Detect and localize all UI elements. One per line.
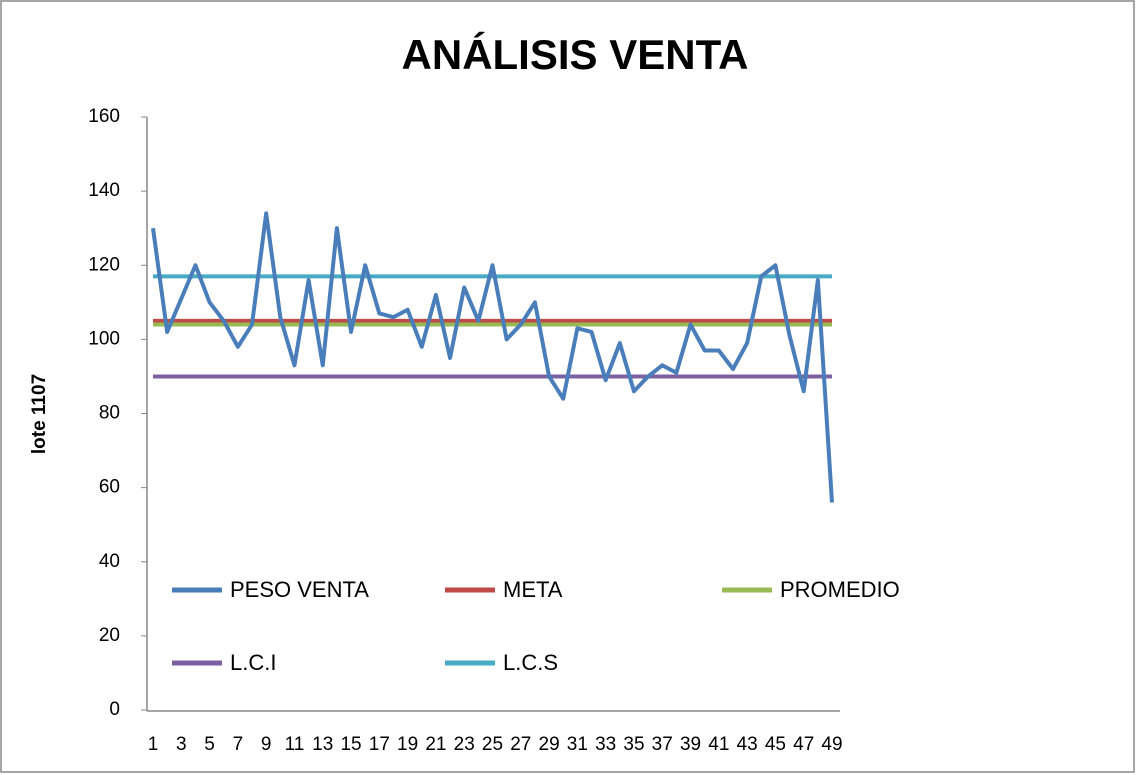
y-tick-label: 100 bbox=[88, 328, 120, 349]
x-tick-label: 5 bbox=[204, 734, 215, 755]
legend-label: PESO VENTA bbox=[230, 577, 369, 602]
chart-title: ANÁLISIS VENTA bbox=[402, 31, 749, 78]
legend-label: L.C.S bbox=[503, 650, 558, 675]
y-tick-label: 0 bbox=[109, 699, 120, 720]
x-tick-label: 49 bbox=[821, 734, 842, 755]
x-tick-label: 21 bbox=[425, 734, 446, 755]
x-tick-label: 43 bbox=[737, 734, 758, 755]
legend-label: PROMEDIO bbox=[780, 577, 900, 602]
x-tick-label: 7 bbox=[233, 734, 244, 755]
x-tick-label: 35 bbox=[623, 734, 644, 755]
legend-label: L.C.I bbox=[230, 650, 276, 675]
y-tick-label: 20 bbox=[99, 625, 120, 646]
y-tick-label: 140 bbox=[88, 180, 120, 201]
y-tick-label: 120 bbox=[88, 254, 120, 275]
x-tick-label: 33 bbox=[595, 734, 616, 755]
x-tick-label: 13 bbox=[312, 734, 333, 755]
x-tick-label: 11 bbox=[285, 734, 305, 755]
x-tick-label: 15 bbox=[340, 734, 361, 755]
y-tick-label: 80 bbox=[99, 403, 120, 424]
x-tick-label: 25 bbox=[482, 734, 503, 755]
x-tick-label: 17 bbox=[369, 734, 390, 755]
x-tick-label: 41 bbox=[708, 734, 729, 755]
legend-label: META bbox=[503, 577, 563, 602]
x-tick-label: 47 bbox=[793, 734, 814, 755]
x-tick-label: 45 bbox=[765, 734, 786, 755]
x-tick-label: 29 bbox=[539, 734, 560, 755]
x-tick-label: 3 bbox=[176, 734, 187, 755]
x-tick-label: 23 bbox=[454, 734, 475, 755]
x-tick-label: 27 bbox=[510, 734, 531, 755]
x-tick-label: 39 bbox=[680, 734, 701, 755]
series-line bbox=[151, 211, 834, 503]
x-tick-label: 31 bbox=[567, 734, 588, 755]
y-tick-label: 60 bbox=[99, 477, 120, 498]
y-axis-label: lote 1107 bbox=[29, 374, 50, 454]
x-tick-label: 9 bbox=[261, 734, 272, 755]
y-tick-label: 160 bbox=[88, 106, 120, 127]
x-tick-label: 1 bbox=[148, 734, 159, 755]
y-tick-label: 40 bbox=[99, 551, 120, 572]
x-tick-label: 19 bbox=[397, 734, 418, 755]
x-tick-label: 37 bbox=[652, 734, 673, 755]
